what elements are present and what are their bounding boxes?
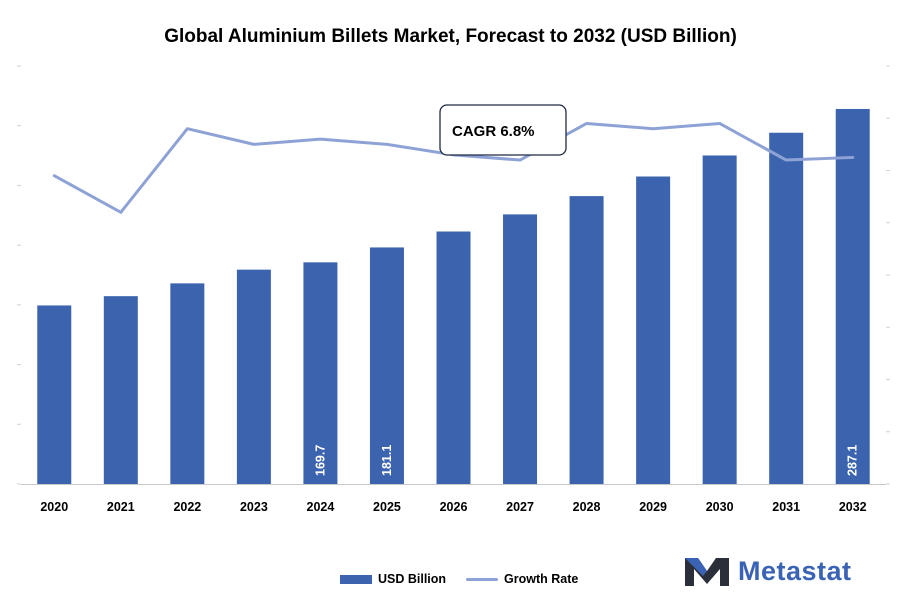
x-tick-label: 2021 xyxy=(107,500,135,514)
bar xyxy=(835,108,870,485)
bar xyxy=(236,269,271,484)
bar xyxy=(170,283,205,484)
legend: USD Billion Growth Rate xyxy=(0,572,901,588)
legend-swatch-bars xyxy=(340,574,372,584)
x-tick-label: 2025 xyxy=(373,500,401,514)
bar xyxy=(436,231,471,484)
x-tick-label: 2022 xyxy=(173,500,201,514)
bar xyxy=(702,155,737,484)
bar xyxy=(369,247,404,484)
x-tick-label: 2024 xyxy=(307,500,335,514)
bar-data-label: 287.1 xyxy=(846,445,860,476)
x-tick-label: 2029 xyxy=(639,500,667,514)
bar xyxy=(636,176,671,485)
cagr-annotation-box xyxy=(439,104,567,156)
brand-logo: Metastat xyxy=(682,554,852,588)
chart-title: Global Aluminium Billets Market, Forecas… xyxy=(164,26,737,47)
bar xyxy=(569,196,604,485)
x-tick-label: 2023 xyxy=(240,500,268,514)
x-tick-label: 2027 xyxy=(506,500,534,514)
bar xyxy=(769,132,804,484)
x-tick-label: 2030 xyxy=(706,500,734,514)
legend-label-bars: USD Billion xyxy=(378,572,447,586)
x-tick-label: 2026 xyxy=(440,500,468,514)
bar xyxy=(503,214,538,484)
legend-item-line: Growth Rate xyxy=(466,572,578,586)
metastat-m-logo-icon xyxy=(685,558,729,586)
bar xyxy=(37,305,72,484)
legend-item-bars: USD Billion xyxy=(340,572,446,586)
cagr-annotation-text: CAGR 6.8% xyxy=(452,123,535,140)
bar-data-label: 181.1 xyxy=(380,445,394,476)
brand-name: Metastat xyxy=(738,555,852,586)
legend-swatch-line xyxy=(466,577,498,581)
x-tick-label: 2020 xyxy=(40,500,68,514)
bar xyxy=(303,262,338,484)
legend-label-line: Growth Rate xyxy=(504,572,579,586)
x-tick-label: 2028 xyxy=(573,500,601,514)
x-tick-label: 2031 xyxy=(772,500,800,514)
bar-data-label: 169.7 xyxy=(313,445,327,476)
x-tick-label: 2032 xyxy=(839,500,867,514)
bar xyxy=(103,296,138,484)
